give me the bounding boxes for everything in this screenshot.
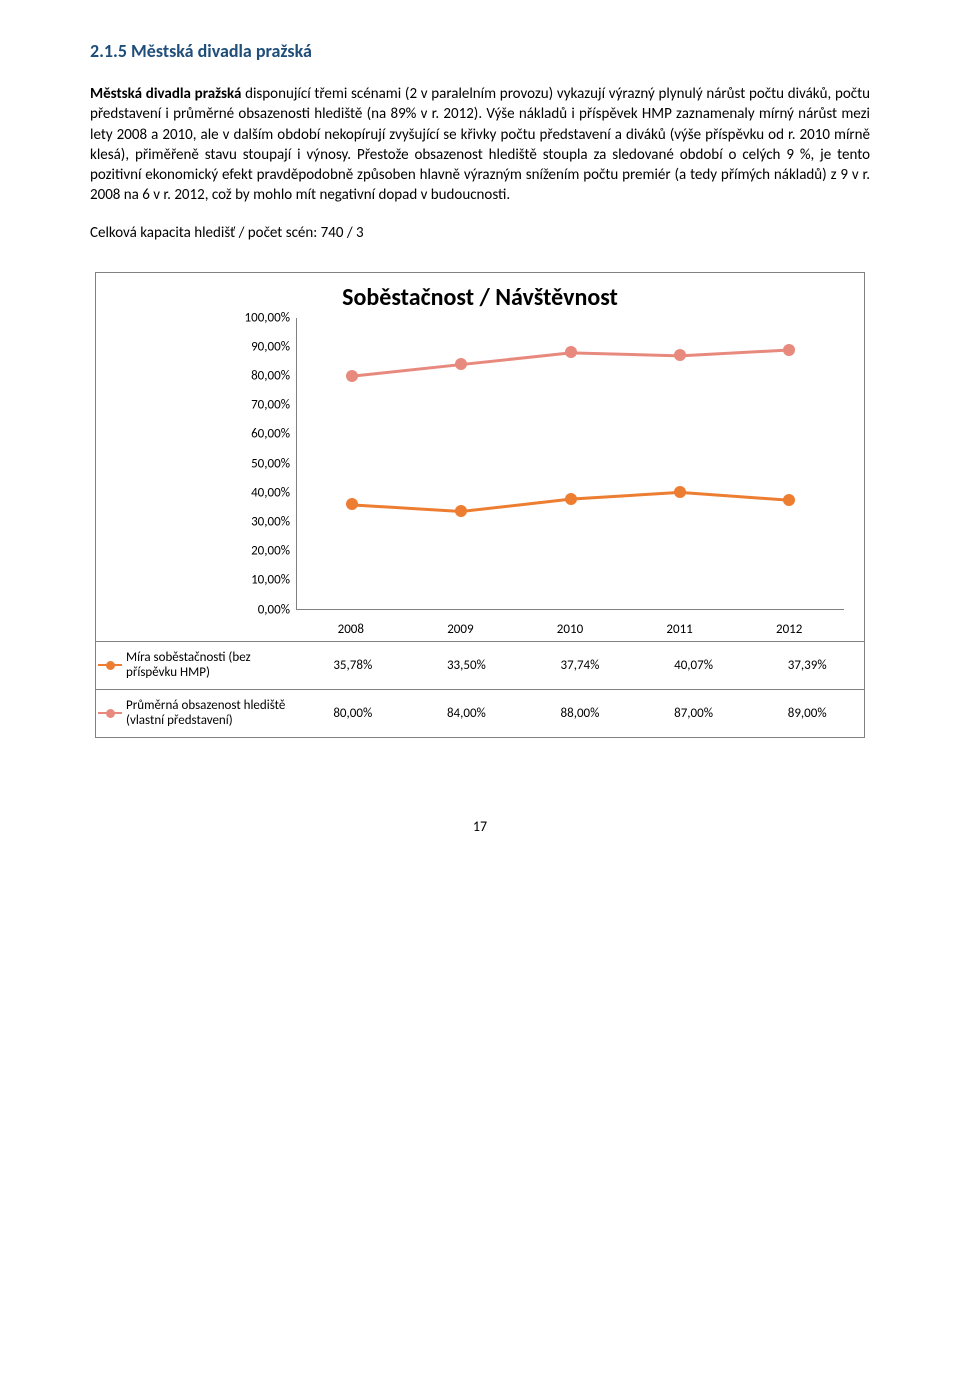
chart-marker — [674, 486, 686, 498]
chart-title: Soběstačnost / Návštěvnost — [96, 273, 864, 318]
kapacita-line: Celková kapacita hledišť / počet scén: 7… — [90, 224, 870, 242]
x-tick-label: 2012 — [734, 618, 844, 641]
paragraph-main: Městská divadla pražská disponující třem… — [90, 84, 870, 206]
page-number: 17 — [90, 818, 870, 835]
legend-marker — [98, 659, 122, 671]
data-cell: 37,74% — [523, 641, 637, 689]
x-tick-label: 2009 — [406, 618, 516, 641]
chart-container: Soběstačnost / Návštěvnost 100,00% 90,00%… — [95, 272, 865, 738]
data-cell: 87,00% — [637, 689, 751, 737]
series-label-text: Průměrná obsazenost hlediště (vlastní př… — [126, 698, 285, 729]
chart-data-table: Míra soběstačnosti (bez příspěvku HMP) 35… — [96, 641, 864, 737]
y-axis: 100,00%90,00%80,00%70,00%60,00%50,00%40,… — [96, 318, 296, 610]
chart-marker — [455, 505, 467, 517]
para-lead-bold: Městská divadla pražská — [90, 85, 241, 103]
table-row: Míra soběstačnosti (bez příspěvku HMP) 35… — [96, 641, 864, 689]
y-tick-label: 60,00% — [251, 427, 290, 442]
y-tick-label: 80,00% — [251, 368, 290, 383]
legend-marker — [98, 707, 122, 719]
y-tick-label: 0,00% — [258, 602, 290, 617]
y-tick-label: 20,00% — [251, 544, 290, 559]
chart-area: 100,00%90,00%80,00%70,00%60,00%50,00%40,… — [96, 318, 864, 618]
data-cell: 89,00% — [750, 689, 864, 737]
series-label-text: Míra soběstačnosti (bez příspěvku HMP) — [126, 650, 251, 681]
chart-marker — [346, 370, 358, 382]
data-cell: 88,00% — [523, 689, 637, 737]
y-tick-label: 70,00% — [251, 398, 290, 413]
y-tick-label: 100,00% — [245, 310, 290, 325]
x-axis-labels: 20082009201020112012 — [296, 618, 844, 641]
chart-marker — [346, 498, 358, 510]
series-label-cell: Míra soběstačnosti (bez příspěvku HMP) — [96, 641, 296, 689]
data-cell: 35,78% — [296, 641, 410, 689]
data-cell: 40,07% — [637, 641, 751, 689]
y-tick-label: 50,00% — [251, 456, 290, 471]
chart-marker — [783, 344, 795, 356]
x-tick-label: 2010 — [515, 618, 625, 641]
data-cell: 84,00% — [410, 689, 524, 737]
chart-marker — [783, 494, 795, 506]
x-tick-label: 2011 — [625, 618, 735, 641]
data-cell: 37,39% — [750, 641, 864, 689]
x-tick-label: 2008 — [296, 618, 406, 641]
y-tick-label: 40,00% — [251, 485, 290, 500]
chart-marker — [565, 493, 577, 505]
y-tick-label: 30,00% — [251, 514, 290, 529]
chart-marker — [565, 346, 577, 358]
series-label-cell: Průměrná obsazenost hlediště (vlastní př… — [96, 689, 296, 737]
table-row: Průměrná obsazenost hlediště (vlastní př… — [96, 689, 864, 737]
plot-area — [296, 318, 844, 610]
data-cell: 80,00% — [296, 689, 410, 737]
section-heading: 2.1.5 Městská divadla pražská — [90, 40, 870, 62]
data-cell: 33,50% — [410, 641, 524, 689]
y-tick-label: 10,00% — [251, 573, 290, 588]
y-tick-label: 90,00% — [251, 339, 290, 354]
